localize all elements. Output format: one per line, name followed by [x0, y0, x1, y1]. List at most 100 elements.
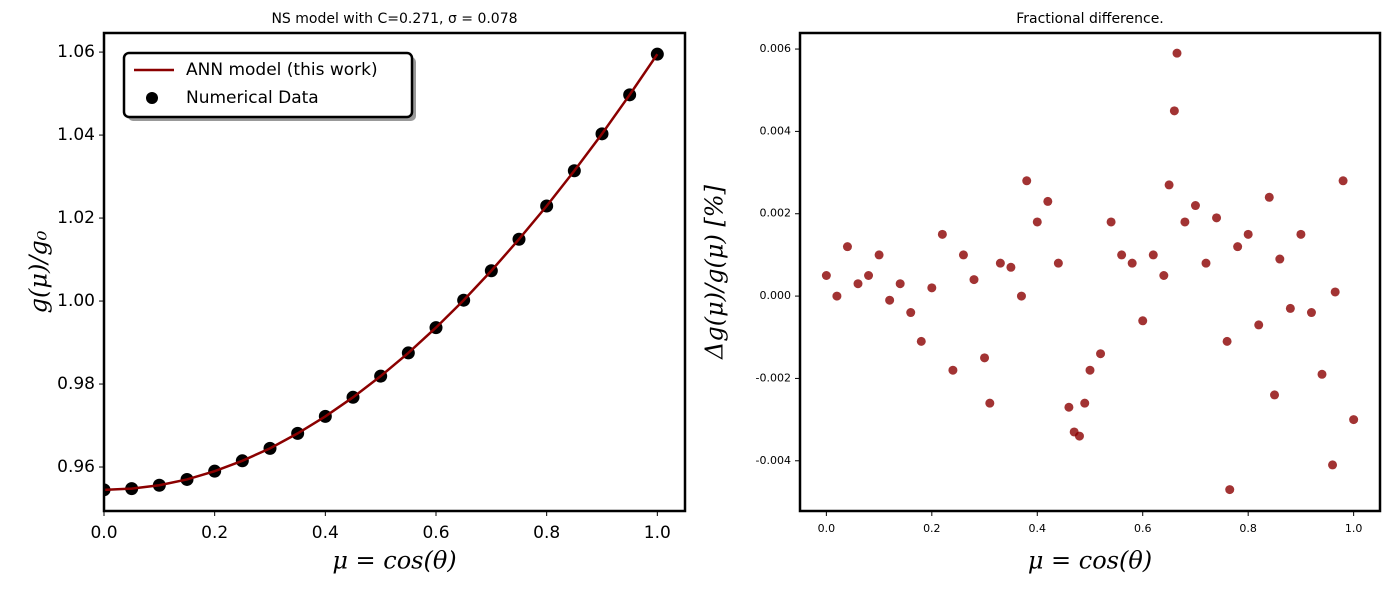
x-tick-label: 0.8 — [1239, 522, 1257, 535]
y-tick-label: 1.04 — [57, 125, 95, 145]
y-tick-label: 0.98 — [57, 374, 95, 394]
point — [832, 291, 842, 301]
axes-frame — [102, 31, 687, 513]
x-tick-label: 0.6 — [422, 523, 449, 543]
subplot: Fractional difference. μ = cos(θ) Δg(μ)/g(… — [701, 11, 1382, 575]
point — [1006, 262, 1016, 272]
point — [1317, 369, 1327, 379]
y-tick-label: 1.02 — [57, 208, 95, 228]
legend-swatch — [146, 92, 158, 104]
point — [1180, 217, 1190, 227]
plot-area — [821, 48, 1359, 495]
y-axis-label: g(μ)/g₀ — [25, 230, 53, 313]
point — [1285, 303, 1295, 313]
y-tick-label: 0.002 — [760, 207, 792, 220]
point — [1222, 336, 1232, 346]
point — [1085, 365, 1095, 375]
point — [1296, 229, 1306, 239]
y-tick-label: 0.006 — [760, 42, 792, 55]
x-tick-label: 0.0 — [818, 522, 836, 535]
point — [1225, 485, 1235, 495]
point — [1080, 398, 1090, 408]
x-tick-label: 0.6 — [1134, 522, 1152, 535]
point — [895, 279, 905, 289]
point — [1043, 196, 1053, 206]
point — [969, 275, 979, 285]
point — [1032, 217, 1042, 227]
legend-label: Numerical Data — [186, 88, 319, 108]
y-tick-label: 0.000 — [760, 289, 792, 302]
point — [1148, 250, 1158, 260]
point — [948, 365, 958, 375]
subplot: NS model with C=0.271, σ = 0.078 μ = cos(… — [25, 11, 687, 575]
x-tick-label: 1.0 — [644, 523, 671, 543]
point — [1264, 192, 1274, 202]
point — [874, 250, 884, 260]
point — [1338, 176, 1348, 186]
point — [1254, 320, 1264, 330]
legend — [122, 51, 414, 119]
point — [1016, 291, 1026, 301]
point — [1328, 460, 1338, 470]
point — [1349, 415, 1359, 425]
legend-label: ANN model (this work) — [186, 60, 378, 80]
x-tick-label: 0.2 — [923, 522, 941, 535]
point — [1117, 250, 1127, 260]
x-axis-label: μ = cos(θ) — [1028, 547, 1152, 575]
y-tick-label: 1.06 — [57, 42, 95, 62]
chart-title: NS model with C=0.271, σ = 0.078 — [271, 11, 517, 27]
x-tick-label: 0.2 — [201, 523, 228, 543]
plot-area — [104, 47, 664, 497]
point — [1212, 213, 1222, 223]
point — [1270, 390, 1280, 400]
point — [937, 229, 947, 239]
point — [1164, 180, 1174, 190]
point — [1233, 242, 1243, 252]
x-tick-label: 0.0 — [90, 523, 117, 543]
point — [1064, 402, 1074, 412]
point — [885, 295, 895, 305]
point — [1243, 229, 1253, 239]
point — [1275, 254, 1285, 264]
point — [1096, 349, 1106, 359]
point — [1053, 258, 1063, 268]
point — [1138, 316, 1148, 326]
point — [995, 258, 1005, 268]
x-tick-label: 0.4 — [312, 523, 339, 543]
point — [985, 398, 995, 408]
y-tick-label: -0.002 — [756, 371, 791, 384]
y-axis-label: Δg(μ)/g(μ) [%] — [701, 184, 729, 360]
point — [821, 270, 831, 280]
point — [1172, 48, 1182, 58]
y-tick-label: 0.96 — [57, 457, 95, 477]
point — [980, 353, 990, 363]
point — [1169, 106, 1179, 116]
x-tick-label: 0.8 — [533, 523, 560, 543]
line — [104, 53, 659, 492]
y-tick-label: 1.00 — [57, 291, 95, 311]
x-tick-label: 1.0 — [1345, 522, 1363, 535]
axes-frame — [798, 31, 1382, 513]
point — [1330, 287, 1340, 297]
point — [1306, 308, 1316, 318]
chart-title: Fractional difference. — [1016, 11, 1164, 27]
point — [1190, 201, 1200, 211]
x-axis-label: μ = cos(θ) — [332, 547, 456, 575]
point — [853, 279, 863, 289]
x-tick-label: 0.4 — [1029, 522, 1047, 535]
point — [906, 308, 916, 318]
point — [916, 336, 926, 346]
point — [864, 270, 874, 280]
point — [1106, 217, 1116, 227]
point — [1127, 258, 1137, 268]
point — [1022, 176, 1032, 186]
point — [1159, 270, 1169, 280]
y-tick-label: 0.004 — [760, 124, 792, 137]
point — [927, 283, 937, 293]
point — [1074, 431, 1084, 441]
y-tick-label: -0.004 — [756, 454, 791, 467]
point — [1201, 258, 1211, 268]
point — [958, 250, 968, 260]
point — [842, 242, 852, 252]
